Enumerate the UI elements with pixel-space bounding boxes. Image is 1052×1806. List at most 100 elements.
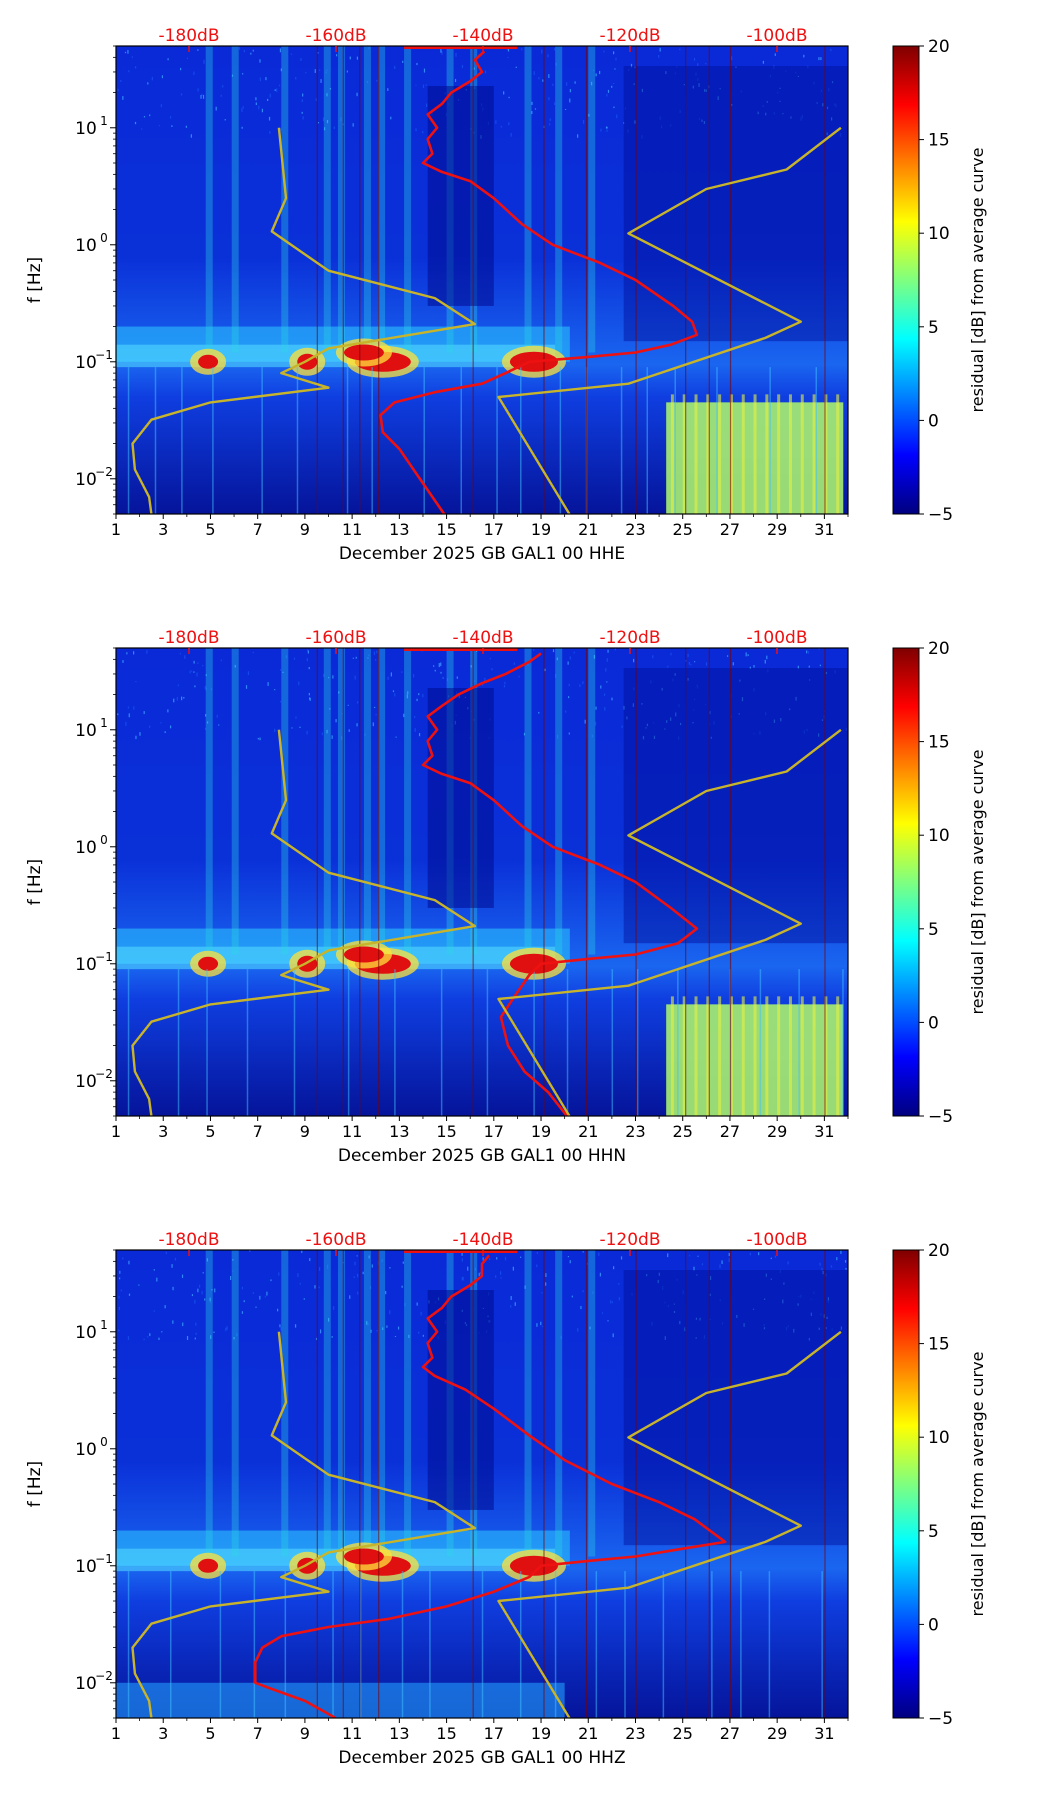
x-axis-label: December 2025 GB GAL1 00 HHE bbox=[339, 544, 625, 564]
x-tick-label: 21 bbox=[578, 1724, 598, 1743]
x-tick-label: 5 bbox=[205, 1724, 215, 1743]
x-tick-label: 9 bbox=[300, 1724, 310, 1743]
high-noise-model-curve bbox=[497, 1330, 842, 1718]
db-scale-label: -160dB bbox=[305, 1230, 366, 1250]
db-scale-label: -120dB bbox=[599, 1230, 660, 1250]
spectrogram-image bbox=[116, 648, 848, 1116]
high-noise-model-curve bbox=[497, 126, 842, 514]
x-tick-label: 27 bbox=[720, 1122, 740, 1141]
x-tick-label: 15 bbox=[436, 1122, 456, 1141]
colorbar-tick-label: −5 bbox=[928, 1107, 953, 1127]
y-tick-exponent: 0 bbox=[100, 1435, 108, 1449]
x-tick-label: 31 bbox=[814, 520, 834, 539]
colorbar-tick-label: 5 bbox=[928, 318, 939, 338]
y-tick-exponent: 1 bbox=[100, 1318, 108, 1332]
x-tick-label: 31 bbox=[814, 1122, 834, 1141]
y-tick-label: 10 bbox=[75, 1072, 97, 1092]
x-tick-label: 11 bbox=[342, 1724, 362, 1743]
median-psd-curve bbox=[379, 50, 699, 514]
low-noise-model-curve bbox=[131, 1331, 477, 1718]
x-tick-label: 29 bbox=[767, 1122, 787, 1141]
y-axis-label: f [Hz] bbox=[25, 1461, 45, 1507]
colorbar-tick-label: 0 bbox=[928, 1615, 939, 1635]
x-tick-label: 25 bbox=[673, 520, 693, 539]
db-scale-label: -100dB bbox=[746, 26, 807, 46]
colorbar bbox=[892, 647, 920, 1117]
x-tick-label: 23 bbox=[625, 1724, 645, 1743]
x-tick-label: 19 bbox=[531, 520, 551, 539]
y-tick-exponent: −2 bbox=[95, 465, 113, 479]
y-tick-label: 10 bbox=[75, 236, 97, 256]
x-tick-label: 1 bbox=[111, 1724, 121, 1743]
colorbar-tick-label: 20 bbox=[928, 639, 950, 659]
colorbar bbox=[892, 45, 920, 515]
colorbar-tick-label: 10 bbox=[928, 826, 950, 846]
x-tick-label: 9 bbox=[300, 1122, 310, 1141]
y-tick-label: 10 bbox=[75, 1557, 97, 1577]
y-tick-exponent: 0 bbox=[100, 231, 108, 245]
x-tick-label: 1 bbox=[111, 1122, 121, 1141]
colorbar-label: residual [dB] from average curve bbox=[968, 750, 987, 1015]
y-tick-exponent: −2 bbox=[95, 1067, 113, 1081]
x-tick-label: 3 bbox=[158, 1724, 168, 1743]
colorbar-tick-label: 10 bbox=[928, 1428, 950, 1448]
x-tick-label: 7 bbox=[253, 1724, 263, 1743]
x-tick-label: 19 bbox=[531, 1724, 551, 1743]
db-scale-label: -140dB bbox=[452, 1230, 513, 1250]
y-axis-label: f [Hz] bbox=[25, 859, 45, 905]
spectrogram-image bbox=[116, 46, 848, 514]
median-psd-curve bbox=[254, 1254, 727, 1718]
db-scale-label: -180dB bbox=[158, 26, 219, 46]
x-tick-label: 3 bbox=[158, 1122, 168, 1141]
y-tick-label: 10 bbox=[75, 470, 97, 490]
x-tick-label: 13 bbox=[389, 1122, 409, 1141]
top-edge-band bbox=[404, 46, 518, 49]
x-tick-label: 11 bbox=[342, 520, 362, 539]
db-scale-label: -180dB bbox=[158, 628, 219, 648]
colorbar-tick-label: 15 bbox=[928, 131, 950, 151]
x-tick-label: 13 bbox=[389, 1724, 409, 1743]
low-noise-model-curve bbox=[131, 127, 477, 514]
colorbar-tick-label: −5 bbox=[928, 505, 953, 525]
x-tick-label: 1 bbox=[111, 520, 121, 539]
db-scale-label: -120dB bbox=[599, 628, 660, 648]
colorbar-tick-label: 15 bbox=[928, 1335, 950, 1355]
y-tick-exponent: −2 bbox=[95, 1669, 113, 1683]
y-axis-label: f [Hz] bbox=[25, 257, 45, 303]
x-tick-label: 9 bbox=[300, 520, 310, 539]
y-tick-label: 10 bbox=[75, 1440, 97, 1460]
spectrogram-image bbox=[116, 1250, 848, 1718]
x-axis-label: December 2025 GB GAL1 00 HHN bbox=[338, 1146, 626, 1166]
x-tick-label: 5 bbox=[205, 520, 215, 539]
x-tick-label: 27 bbox=[720, 520, 740, 539]
y-tick-exponent: −1 bbox=[95, 348, 113, 362]
x-tick-label: 29 bbox=[767, 1724, 787, 1743]
x-tick-label: 17 bbox=[484, 1724, 504, 1743]
db-scale-label: -100dB bbox=[746, 628, 807, 648]
db-scale-label: -140dB bbox=[452, 26, 513, 46]
x-tick-label: 5 bbox=[205, 1122, 215, 1141]
y-tick-label: 10 bbox=[75, 1674, 97, 1694]
db-scale-label: -120dB bbox=[599, 26, 660, 46]
colorbar-tick-label: 5 bbox=[928, 920, 939, 940]
x-tick-label: 7 bbox=[253, 1122, 263, 1141]
y-tick-label: 10 bbox=[75, 1323, 97, 1343]
y-tick-exponent: 1 bbox=[100, 114, 108, 128]
y-tick-label: 10 bbox=[75, 119, 97, 139]
x-tick-label: 31 bbox=[814, 1724, 834, 1743]
top-edge-band bbox=[404, 648, 518, 651]
colorbar-tick-label: 0 bbox=[928, 1013, 939, 1033]
x-axis-label: December 2025 GB GAL1 00 HHZ bbox=[338, 1748, 625, 1768]
x-tick-label: 27 bbox=[720, 1724, 740, 1743]
x-tick-label: 29 bbox=[767, 520, 787, 539]
y-tick-label: 10 bbox=[75, 721, 97, 741]
colorbar-tick-label: 0 bbox=[928, 411, 939, 431]
y-tick-exponent: 1 bbox=[100, 716, 108, 730]
x-tick-label: 19 bbox=[531, 1122, 551, 1141]
colorbar bbox=[892, 1249, 920, 1719]
high-noise-model-curve bbox=[497, 728, 842, 1116]
